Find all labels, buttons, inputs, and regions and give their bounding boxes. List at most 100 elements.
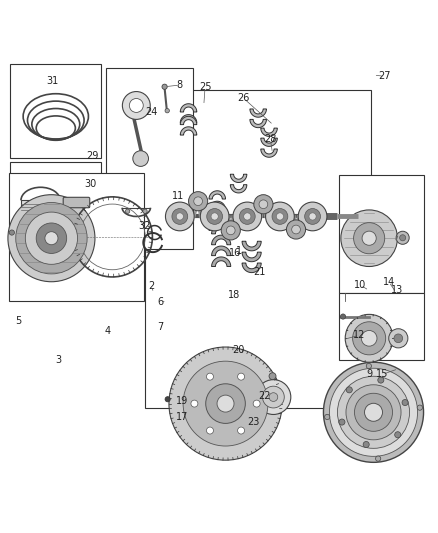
Text: 29: 29 xyxy=(87,150,99,160)
Circle shape xyxy=(36,223,67,254)
Circle shape xyxy=(194,197,202,206)
Circle shape xyxy=(206,373,213,380)
Circle shape xyxy=(353,322,386,355)
Text: 5: 5 xyxy=(15,316,21,326)
Polygon shape xyxy=(261,138,277,147)
Text: 10: 10 xyxy=(354,280,367,290)
Bar xyxy=(9,173,144,301)
Circle shape xyxy=(237,373,244,380)
Text: 2: 2 xyxy=(148,281,155,291)
Circle shape xyxy=(172,208,188,224)
Polygon shape xyxy=(209,201,226,209)
Circle shape xyxy=(221,221,240,240)
Circle shape xyxy=(353,223,385,254)
Text: 18: 18 xyxy=(228,290,240,300)
Text: 27: 27 xyxy=(378,71,391,82)
Polygon shape xyxy=(212,246,231,256)
Text: 28: 28 xyxy=(264,134,276,144)
Circle shape xyxy=(366,364,371,369)
Text: 3: 3 xyxy=(55,355,61,365)
Circle shape xyxy=(191,400,198,407)
Circle shape xyxy=(226,226,235,235)
Text: 6: 6 xyxy=(157,297,163,307)
Text: 26: 26 xyxy=(237,93,250,103)
Circle shape xyxy=(244,213,251,220)
Text: 8: 8 xyxy=(177,80,183,90)
Circle shape xyxy=(346,385,401,440)
Circle shape xyxy=(305,208,321,224)
Circle shape xyxy=(323,362,424,462)
Polygon shape xyxy=(230,174,247,182)
Circle shape xyxy=(122,92,150,119)
Text: 11: 11 xyxy=(172,191,184,201)
Circle shape xyxy=(272,208,288,224)
Circle shape xyxy=(262,386,284,408)
Circle shape xyxy=(45,232,58,245)
Polygon shape xyxy=(212,224,231,234)
Polygon shape xyxy=(180,127,197,135)
Text: 23: 23 xyxy=(247,417,259,427)
Circle shape xyxy=(269,393,278,401)
Circle shape xyxy=(256,379,291,415)
Circle shape xyxy=(206,384,245,423)
Text: 32: 32 xyxy=(138,221,150,231)
Polygon shape xyxy=(261,149,277,157)
Text: 9: 9 xyxy=(366,369,372,379)
Circle shape xyxy=(340,314,346,319)
Circle shape xyxy=(286,220,306,239)
Circle shape xyxy=(253,400,260,407)
Text: 30: 30 xyxy=(85,179,97,189)
Bar xyxy=(106,68,193,249)
Circle shape xyxy=(217,395,234,412)
FancyBboxPatch shape xyxy=(63,197,90,208)
Polygon shape xyxy=(242,241,261,251)
Circle shape xyxy=(395,432,401,438)
Circle shape xyxy=(125,209,130,213)
Circle shape xyxy=(325,414,330,419)
Text: 14: 14 xyxy=(383,277,395,287)
Text: 24: 24 xyxy=(145,107,158,117)
Polygon shape xyxy=(250,109,266,117)
Circle shape xyxy=(337,376,410,448)
Circle shape xyxy=(259,200,268,208)
Circle shape xyxy=(329,368,417,456)
Text: 15: 15 xyxy=(376,369,389,379)
Circle shape xyxy=(166,202,194,231)
Circle shape xyxy=(265,202,294,231)
Bar xyxy=(145,90,371,408)
Circle shape xyxy=(188,192,208,211)
Polygon shape xyxy=(209,212,226,220)
Text: 19: 19 xyxy=(176,395,188,406)
Polygon shape xyxy=(230,184,247,193)
Circle shape xyxy=(143,209,147,213)
Polygon shape xyxy=(261,128,277,136)
Text: 13: 13 xyxy=(391,286,403,295)
Circle shape xyxy=(276,213,283,220)
Circle shape xyxy=(211,213,218,220)
Polygon shape xyxy=(180,116,197,125)
Circle shape xyxy=(254,195,273,214)
Circle shape xyxy=(207,208,223,224)
Circle shape xyxy=(364,403,382,421)
Bar xyxy=(10,162,102,249)
Polygon shape xyxy=(209,222,226,230)
Polygon shape xyxy=(242,263,261,272)
Text: 25: 25 xyxy=(199,82,211,92)
Circle shape xyxy=(233,202,261,231)
Polygon shape xyxy=(242,252,261,262)
Circle shape xyxy=(206,427,213,434)
Text: 16: 16 xyxy=(230,247,242,257)
Text: 31: 31 xyxy=(46,76,59,86)
Circle shape xyxy=(354,393,392,431)
Circle shape xyxy=(396,231,409,244)
Circle shape xyxy=(237,427,244,434)
Circle shape xyxy=(389,329,408,348)
Circle shape xyxy=(240,208,255,224)
Circle shape xyxy=(399,235,406,241)
Text: 4: 4 xyxy=(105,326,111,336)
Circle shape xyxy=(292,225,300,234)
Circle shape xyxy=(362,231,376,245)
Circle shape xyxy=(200,202,229,231)
Circle shape xyxy=(309,213,316,220)
Circle shape xyxy=(394,334,403,343)
